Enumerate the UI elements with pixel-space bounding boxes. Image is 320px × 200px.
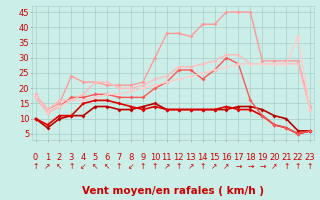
Text: ↑: ↑ bbox=[307, 162, 313, 171]
Text: ↑: ↑ bbox=[32, 162, 39, 171]
Text: ↙: ↙ bbox=[128, 162, 134, 171]
Text: ↖: ↖ bbox=[104, 162, 110, 171]
Text: ↑: ↑ bbox=[68, 162, 75, 171]
Text: ↗: ↗ bbox=[188, 162, 194, 171]
Text: ↑: ↑ bbox=[295, 162, 301, 171]
Text: ↗: ↗ bbox=[223, 162, 230, 171]
Text: ↑: ↑ bbox=[283, 162, 289, 171]
Text: ↗: ↗ bbox=[271, 162, 277, 171]
Text: ↑: ↑ bbox=[152, 162, 158, 171]
Text: →: → bbox=[235, 162, 242, 171]
Text: ↖: ↖ bbox=[92, 162, 99, 171]
X-axis label: Vent moyen/en rafales ( km/h ): Vent moyen/en rafales ( km/h ) bbox=[82, 186, 264, 196]
Text: ↙: ↙ bbox=[80, 162, 86, 171]
Text: ↗: ↗ bbox=[164, 162, 170, 171]
Text: ↑: ↑ bbox=[140, 162, 146, 171]
Text: →: → bbox=[259, 162, 266, 171]
Text: ↑: ↑ bbox=[116, 162, 122, 171]
Text: ↗: ↗ bbox=[44, 162, 51, 171]
Text: ↑: ↑ bbox=[199, 162, 206, 171]
Text: →: → bbox=[247, 162, 253, 171]
Text: ↗: ↗ bbox=[212, 162, 218, 171]
Text: ↑: ↑ bbox=[176, 162, 182, 171]
Text: ↖: ↖ bbox=[56, 162, 63, 171]
